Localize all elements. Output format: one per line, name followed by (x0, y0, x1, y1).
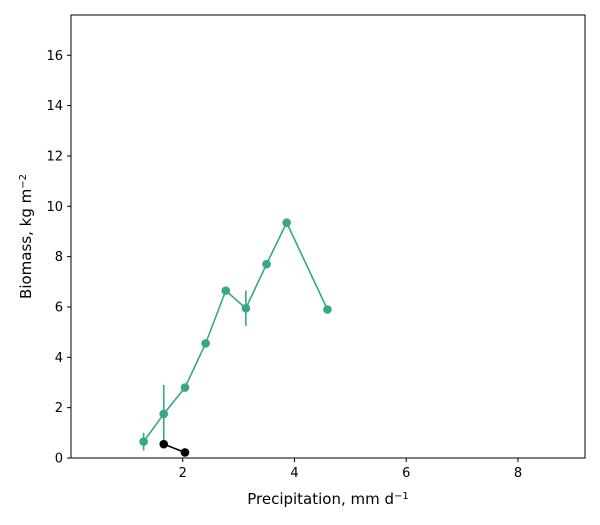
y-tick-label: 14 (46, 99, 63, 114)
data-point (180, 383, 190, 392)
series-0-line (142, 220, 329, 443)
data-point (221, 286, 231, 295)
data-point (159, 409, 169, 419)
y-tick-label: 6 (55, 300, 63, 315)
y-axis-label: Biomass, kg m (17, 189, 35, 299)
x-tick-label: 8 (514, 466, 522, 481)
y-tick-label: 10 (46, 200, 63, 215)
y-axis-unit-exponent: −2 (18, 174, 29, 189)
y-tick-label: 12 (46, 149, 63, 164)
marks-layer (139, 218, 332, 457)
data-point (180, 448, 190, 457)
tick-layer: 2 4 6 8 0 2 4 6 8 10 12 14 16 (46, 49, 522, 481)
y-tick-label: 4 (55, 351, 63, 366)
y-tick-label: 8 (55, 250, 63, 265)
data-point (241, 303, 251, 313)
data-point (323, 305, 332, 314)
x-axis-label: Precipitation, mm d (247, 490, 394, 508)
x-axis-title: Precipitation, mm d−1 (247, 490, 409, 508)
x-axis-unit-exponent: −1 (394, 491, 409, 502)
x-tick-label: 6 (402, 466, 410, 481)
data-point (159, 439, 169, 449)
data-point (282, 218, 291, 227)
x-tick-label: 2 (179, 466, 187, 481)
data-point (139, 437, 148, 446)
data-point (201, 339, 210, 348)
y-tick-label: 2 (55, 401, 63, 416)
y-tick-label: 0 (55, 452, 63, 467)
y-tick-label: 16 (46, 49, 63, 64)
y-axis-title: Biomass, kg m−2 (17, 174, 35, 299)
data-point (262, 259, 271, 269)
plot-frame (70, 14, 586, 459)
x-tick-label: 4 (290, 466, 298, 481)
